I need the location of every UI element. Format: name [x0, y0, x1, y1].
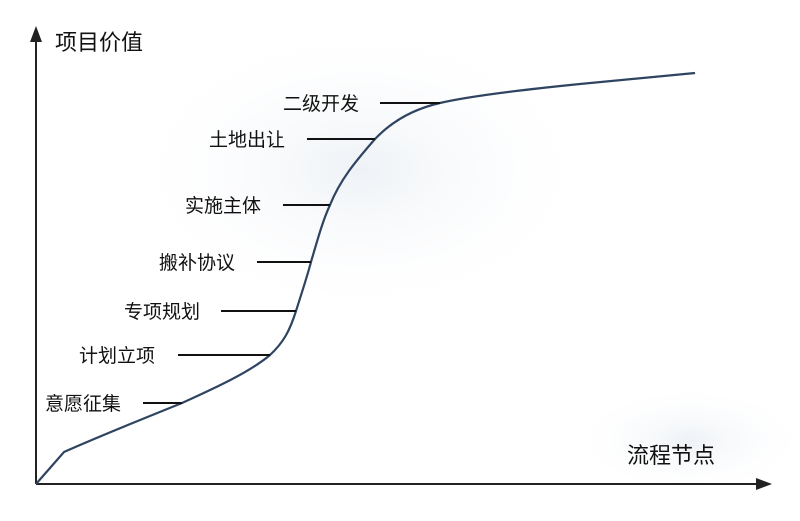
- stage-label-compensation: 搬补协议: [159, 252, 235, 274]
- stage-label-land-transfer: 土地出让: [209, 129, 285, 151]
- value-curve: [35, 71, 696, 485]
- background-glow-top: [120, 20, 600, 320]
- stage-labels: 意愿征集 计划立项 专项规划 搬补协议 实施主体 土地出让 二级开发: [45, 93, 359, 415]
- y-axis-title: 项目价值: [55, 31, 143, 56]
- x-axis-title: 流程节点: [627, 444, 715, 469]
- stage-label-secondary-dev: 二级开发: [283, 93, 359, 115]
- y-axis-arrow-icon: [30, 26, 42, 42]
- stage-label-plan-approval: 计划立项: [79, 345, 155, 367]
- stage-label-special-planning: 专项规划: [124, 301, 200, 323]
- stage-label-implementer: 实施主体: [185, 195, 261, 217]
- axes: [30, 26, 772, 490]
- stage-label-willingness: 意愿征集: [45, 393, 121, 415]
- stage-leaders: [143, 102, 440, 404]
- x-axis-arrow-icon: [756, 478, 772, 490]
- background-glow-bottom-right: [570, 385, 800, 495]
